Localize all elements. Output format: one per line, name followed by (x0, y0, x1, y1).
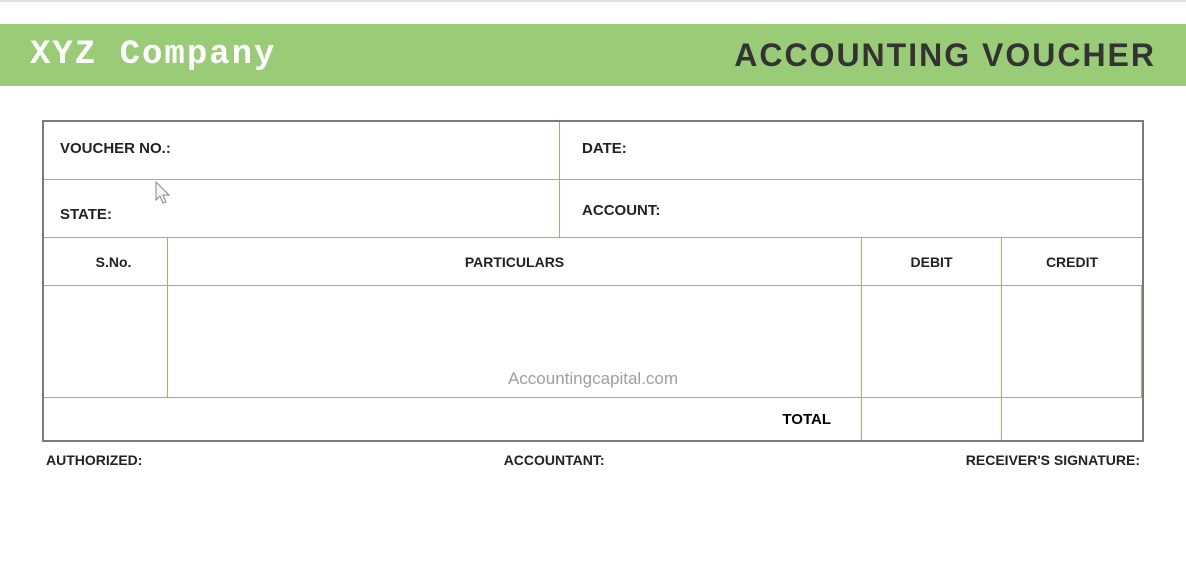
table-header: S.No. PARTICULARS DEBIT CREDIT (44, 238, 1142, 286)
account-label: ACCOUNT: (560, 180, 1142, 237)
row-state-account: STATE: ACCOUNT: (44, 180, 1142, 238)
col-header-particulars: PARTICULARS (168, 238, 862, 285)
total-credit (1002, 398, 1142, 440)
voucher-container: VOUCHER NO.: DATE: STATE: ACCOUNT: S.No.… (42, 120, 1144, 442)
authorized-label: AUTHORIZED: (46, 452, 142, 468)
cell-credit (1002, 286, 1142, 397)
cell-sno (44, 286, 168, 397)
col-header-sno: S.No. (44, 238, 168, 285)
total-label: TOTAL (44, 398, 862, 440)
cell-debit (862, 286, 1002, 397)
row-voucher-date: VOUCHER NO.: DATE: (44, 122, 1142, 180)
receiver-signature-label: RECEIVER'S SIGNATURE: (966, 452, 1140, 468)
company-name: XYZ Company (30, 36, 276, 74)
document-title: ACCOUNTING VOUCHER (734, 37, 1156, 74)
state-label: STATE: (44, 180, 560, 237)
signature-row: AUTHORIZED: ACCOUNTANT: RECEIVER'S SIGNA… (46, 452, 1140, 468)
total-debit (862, 398, 1002, 440)
table-body-row: Accountingcapital.com (44, 286, 1142, 398)
col-header-debit: DEBIT (862, 238, 1002, 285)
voucher-no-label: VOUCHER NO.: (44, 122, 560, 179)
table-total-row: TOTAL (44, 398, 1142, 440)
accountant-label: ACCOUNTANT: (504, 452, 605, 468)
header-banner: XYZ Company ACCOUNTING VOUCHER (0, 24, 1186, 86)
col-header-credit: CREDIT (1002, 238, 1142, 285)
date-label: DATE: (560, 122, 1142, 179)
cell-particulars (168, 286, 862, 397)
